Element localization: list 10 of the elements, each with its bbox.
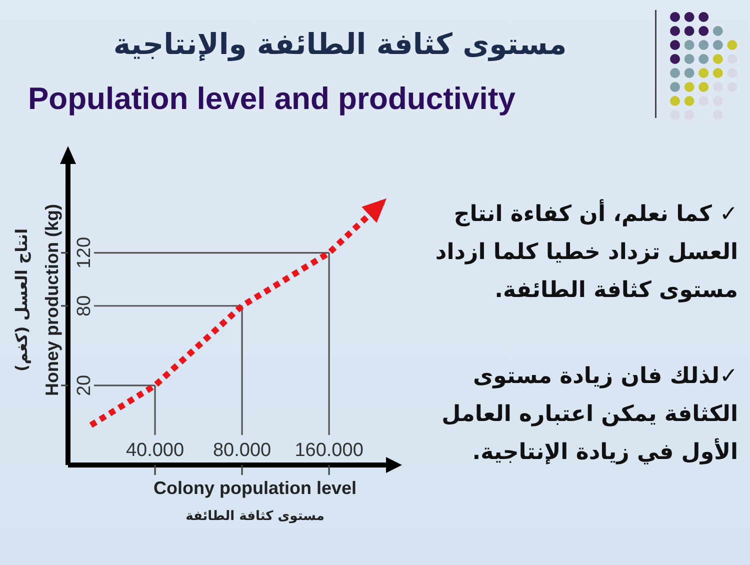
- x-tick-label: 160.000: [294, 440, 364, 461]
- y-tick-label: 80: [74, 295, 95, 316]
- y-tick-label: 120: [74, 236, 95, 269]
- x-tick-label: 80.000: [212, 440, 272, 461]
- x-tick-label: 40.000: [126, 440, 184, 461]
- chart-subtitle: Population level and productivity: [28, 80, 516, 118]
- chart-title: مستوى كثافة الطائفة والإنتاجية: [112, 26, 568, 64]
- y-tick-label: 20: [74, 374, 95, 396]
- text: ✓لذلك فان زيادة مستوى الكثافة يمكن اعتباره العامل الأول في زيادة الإنتاجية.: [440, 363, 738, 467]
- text: ✓ كما نعلم، أن كفاءة انتاج العسل تزداد خطيا كلما ازداد مستوى كثافة الطائفة.: [434, 198, 738, 305]
